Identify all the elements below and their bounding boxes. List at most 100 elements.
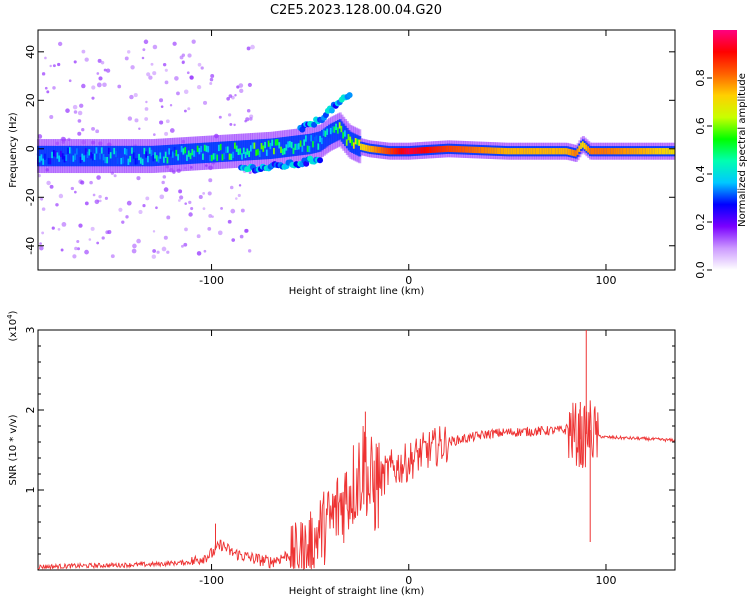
heatmap-cell bbox=[208, 178, 213, 183]
heatmap-cell bbox=[244, 228, 249, 233]
x-tick-label: -100 bbox=[199, 274, 224, 287]
heatmap-cell bbox=[459, 146, 463, 153]
heatmap-cell bbox=[56, 152, 60, 159]
y-tick-label: 1 bbox=[24, 487, 37, 494]
heatmap-cell bbox=[226, 96, 230, 101]
heatmap-cell bbox=[438, 146, 442, 153]
heatmap-cell bbox=[242, 147, 246, 154]
heatmap-cell bbox=[107, 147, 111, 155]
heatmap-cell bbox=[111, 145, 115, 167]
heatmap-cell bbox=[183, 109, 187, 113]
heatmap-cell bbox=[443, 145, 447, 153]
heatmap-cell bbox=[450, 145, 454, 153]
heatmap-cell bbox=[411, 147, 415, 155]
heatmap-cell bbox=[161, 180, 165, 185]
heatmap-cell bbox=[77, 119, 82, 123]
heatmap-cell bbox=[109, 152, 113, 159]
heatmap-cell bbox=[253, 142, 257, 149]
heatmap-cell bbox=[597, 148, 601, 155]
heatmap-cell bbox=[40, 197, 44, 201]
heatmap-cell bbox=[91, 85, 96, 90]
heatmap-cell bbox=[49, 158, 53, 165]
heatmap-cell bbox=[131, 147, 135, 154]
heatmap-cell bbox=[169, 128, 175, 133]
heatmap-cell bbox=[271, 139, 275, 146]
heatmap-cell bbox=[139, 145, 143, 167]
x-tick-label: 100 bbox=[595, 574, 616, 587]
heatmap-cell bbox=[141, 56, 145, 60]
heatmap-cell bbox=[409, 147, 413, 155]
y-tick-label: 0 bbox=[24, 145, 37, 152]
heatmap-cell bbox=[196, 84, 202, 90]
heatmap-cell bbox=[231, 238, 236, 242]
heatmap-cell bbox=[152, 249, 157, 253]
heatmap-cell bbox=[537, 148, 541, 155]
heatmap-cell bbox=[260, 139, 264, 160]
heatmap-cell bbox=[52, 86, 56, 90]
heatmap-cell bbox=[567, 148, 571, 155]
heatmap-cell bbox=[651, 148, 655, 155]
heatmap-cell bbox=[636, 148, 640, 155]
heatmap-cell bbox=[494, 147, 498, 154]
heatmap-cell bbox=[176, 91, 180, 96]
heatmap-cell bbox=[76, 239, 80, 244]
heatmap-cell bbox=[175, 149, 179, 157]
heatmap-cell bbox=[49, 184, 54, 189]
heatmap-cell bbox=[186, 71, 190, 75]
heatmap-cell bbox=[202, 191, 206, 195]
heatmap-cell bbox=[619, 148, 623, 155]
heatmap-cell bbox=[129, 155, 133, 163]
heatmap-cell bbox=[203, 249, 207, 253]
heatmap-cell bbox=[188, 212, 193, 217]
heatmap-cell bbox=[301, 134, 305, 156]
heatmap-cell bbox=[374, 146, 378, 153]
heatmap-cell bbox=[322, 128, 326, 149]
heatmap-cell bbox=[200, 66, 204, 70]
heatmap-cell bbox=[306, 134, 310, 155]
heatmap-cell bbox=[184, 147, 188, 154]
heatmap-cell bbox=[148, 75, 153, 80]
heatmap-cell bbox=[129, 94, 134, 100]
y-tick-label: 2 bbox=[24, 407, 37, 414]
heatmap-cell bbox=[221, 141, 225, 162]
heatmap-cell bbox=[661, 148, 665, 155]
heatmap-cell bbox=[163, 156, 167, 163]
heatmap-cell bbox=[356, 135, 360, 156]
heatmap-cell bbox=[670, 148, 674, 155]
heatmap-cell bbox=[635, 148, 639, 155]
heatmap-cell bbox=[246, 108, 251, 113]
heatmap-cell bbox=[267, 138, 271, 160]
heatmap-cell bbox=[77, 131, 82, 136]
colorbar-tick-label: 0.8 bbox=[694, 69, 707, 87]
heatmap-cell bbox=[81, 153, 85, 160]
heatmap-cell bbox=[415, 147, 419, 154]
heatmap-cell bbox=[209, 154, 213, 162]
heatmap-cell bbox=[565, 148, 569, 155]
heatmap-cell bbox=[377, 146, 381, 154]
heatmap-cell bbox=[96, 241, 100, 245]
heatmap-cell bbox=[187, 53, 192, 58]
heatmap-cell bbox=[429, 146, 433, 154]
heatmap-cell bbox=[46, 180, 51, 186]
heatmap-cell bbox=[225, 146, 229, 153]
heatmap-cell bbox=[532, 148, 536, 155]
heatmap-cell bbox=[78, 223, 83, 228]
x-tick-label: 0 bbox=[405, 574, 412, 587]
heatmap-cell bbox=[346, 92, 353, 99]
heatmap-cell bbox=[336, 127, 340, 134]
heatmap-cell bbox=[210, 154, 214, 162]
heatmap-cell bbox=[49, 145, 53, 167]
heatmap-cell bbox=[169, 104, 173, 107]
heatmap-cell bbox=[166, 157, 170, 164]
heatmap-cell bbox=[96, 72, 100, 75]
heatmap-cell bbox=[86, 151, 90, 158]
heatmap-cell bbox=[147, 156, 151, 163]
heatmap-cell bbox=[123, 145, 127, 167]
heatmap-cell bbox=[216, 154, 220, 161]
heatmap-cell bbox=[240, 208, 245, 213]
heatmap-cell bbox=[407, 148, 411, 155]
heatmap-cell bbox=[162, 175, 167, 179]
heatmap-cell bbox=[587, 146, 591, 153]
heatmap-cell bbox=[118, 145, 122, 167]
